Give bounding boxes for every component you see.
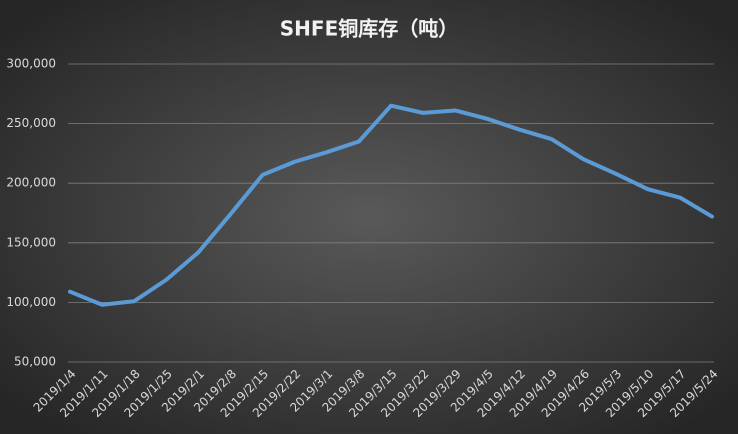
y-tick-label: 150,000 bbox=[6, 235, 56, 249]
chart-title: SHFE铜库存（吨） bbox=[280, 17, 458, 41]
data-line bbox=[68, 103, 714, 307]
y-tick-label: 50,000 bbox=[14, 355, 56, 369]
y-tick-label: 300,000 bbox=[6, 57, 56, 71]
y-tick-label: 250,000 bbox=[6, 116, 56, 130]
y-tick-label: 100,000 bbox=[6, 295, 56, 309]
y-tick-label: 200,000 bbox=[6, 176, 56, 190]
